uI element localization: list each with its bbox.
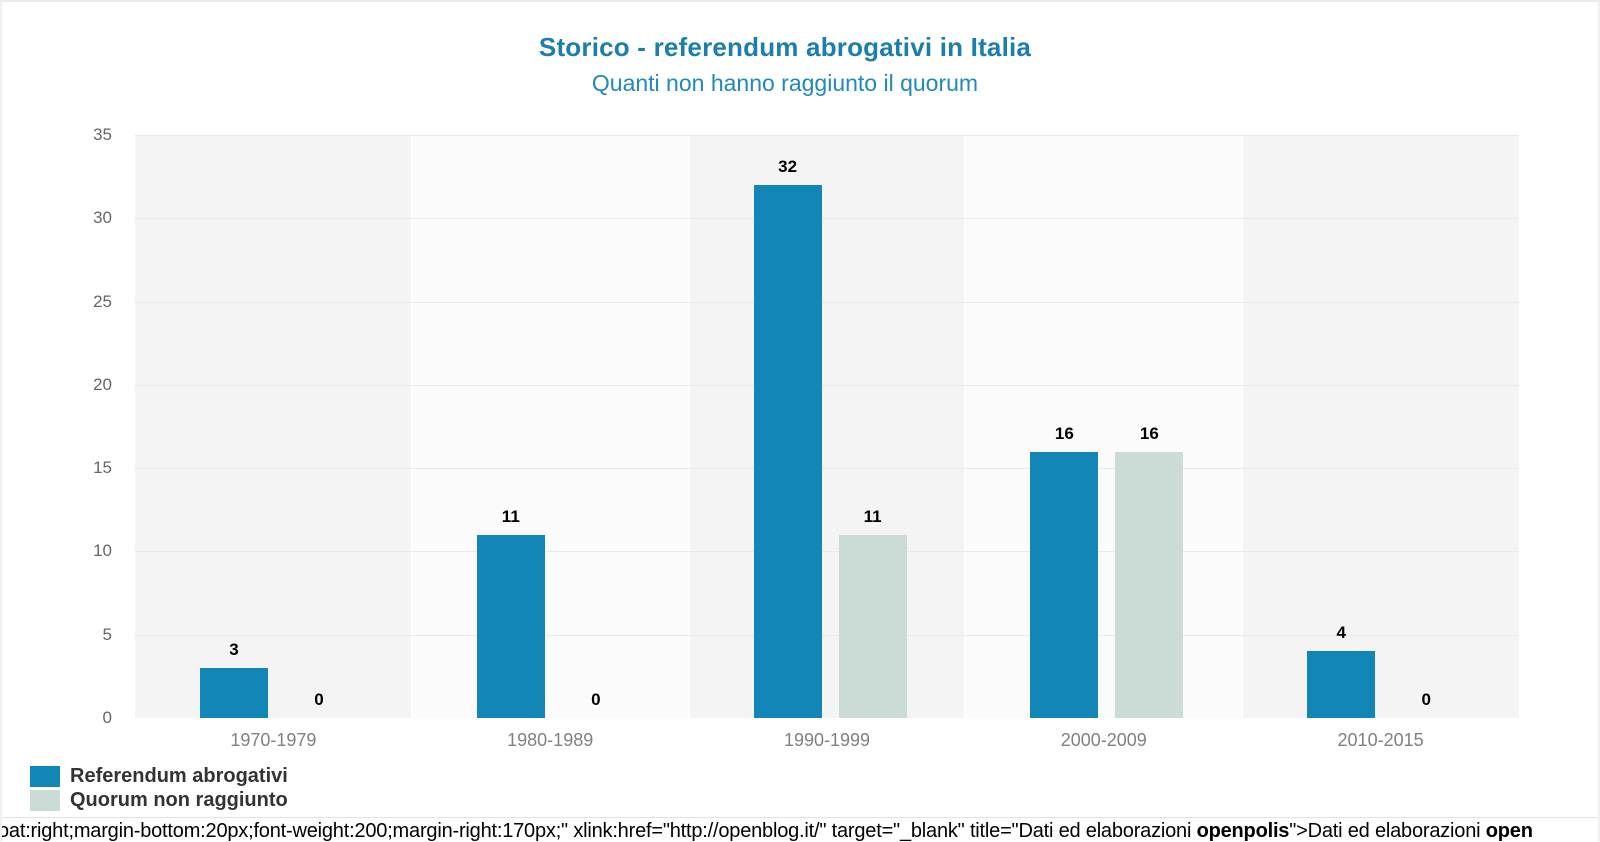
legend-swatch bbox=[30, 789, 60, 811]
chart-subtitle: Quanti non hanno raggiunto il quorum bbox=[591, 70, 979, 96]
bar[interactable] bbox=[1030, 451, 1099, 718]
credits-text-bold: open bbox=[1485, 820, 1533, 842]
bar[interactable] bbox=[1115, 451, 1184, 718]
category-band bbox=[411, 135, 689, 718]
gridline bbox=[135, 634, 1519, 636]
category-band bbox=[965, 135, 1243, 718]
gridline bbox=[135, 135, 1519, 136]
x-category-label: 1980-1989 bbox=[507, 730, 594, 750]
x-category-label: 2000-2009 bbox=[1060, 730, 1147, 750]
y-tick-label: 5 bbox=[102, 624, 112, 644]
y-tick-label: 20 bbox=[93, 374, 112, 394]
gridline bbox=[135, 384, 1519, 386]
gridline bbox=[135, 301, 1519, 303]
band-separator bbox=[1241, 135, 1244, 718]
bar-value-label: 3 bbox=[229, 640, 239, 660]
bar-value-label: 0 bbox=[314, 690, 324, 709]
bar-value-label: 11 bbox=[863, 506, 882, 526]
y-tick-label: 30 bbox=[93, 208, 112, 228]
x-category-label: 1970-1979 bbox=[230, 730, 317, 750]
band-separator bbox=[687, 135, 690, 718]
bar-value-label: 0 bbox=[1421, 690, 1431, 709]
credits-text-part: ">Dati ed elaborazioni bbox=[1289, 820, 1486, 842]
x-category-label: 2010-2015 bbox=[1337, 730, 1424, 750]
credits-text-bold: openpolis bbox=[1196, 820, 1290, 842]
gridline bbox=[135, 468, 1519, 470]
credits-raw-text: oat:right;margin-bottom:20px;font-weight… bbox=[0, 820, 1598, 842]
legend-label: Quorum non raggiunto bbox=[70, 788, 288, 811]
legend-item-quorum-non-raggiunto[interactable]: Quorum non raggiunto bbox=[30, 788, 288, 812]
bar-value-label: 0 bbox=[591, 690, 601, 709]
chart-header: Storico - referendum abrogativi in Itali… bbox=[2, 32, 1568, 97]
y-tick-label: 0 bbox=[102, 708, 112, 727]
legend-swatch bbox=[30, 765, 60, 787]
category-band bbox=[688, 135, 966, 718]
category-band bbox=[1242, 135, 1519, 718]
y-tick-label: 15 bbox=[93, 458, 112, 478]
legend-item-referendum-abrogativi[interactable]: Referendum abrogativi bbox=[30, 764, 288, 788]
gridline bbox=[135, 551, 1519, 553]
bar[interactable] bbox=[200, 668, 268, 718]
bar-value-label: 32 bbox=[778, 156, 798, 176]
legend-label: Referendum abrogativi bbox=[70, 764, 288, 787]
bottom-divider bbox=[2, 817, 1598, 818]
band-separator bbox=[964, 135, 967, 718]
plot-area: 3 11 32 16 4 0 0 11 16 0 bbox=[135, 135, 1519, 718]
bar[interactable] bbox=[476, 534, 545, 718]
chart-title: Storico - referendum abrogativi in Itali… bbox=[538, 32, 1032, 62]
category-band bbox=[135, 135, 412, 718]
bar-value-label: 11 bbox=[501, 506, 520, 526]
band-separator bbox=[410, 135, 413, 718]
bar-value-label: 4 bbox=[1336, 623, 1346, 643]
bar[interactable] bbox=[838, 534, 907, 718]
y-tick-label: 25 bbox=[93, 291, 112, 311]
x-category-label: 1990-1999 bbox=[783, 730, 871, 750]
bar-value-label: 16 bbox=[1139, 423, 1159, 443]
y-tick-label: 10 bbox=[93, 541, 112, 561]
credits-text-part: oat:right;margin-bottom:20px;font-weight… bbox=[0, 820, 1197, 842]
legend: Referendum abrogativi Quorum non raggiunt… bbox=[30, 764, 288, 812]
bar[interactable] bbox=[753, 184, 822, 718]
bar[interactable] bbox=[1307, 651, 1376, 718]
gridline bbox=[135, 218, 1519, 220]
bar-value-label: 16 bbox=[1054, 423, 1074, 443]
y-tick-label: 35 bbox=[93, 125, 112, 144]
